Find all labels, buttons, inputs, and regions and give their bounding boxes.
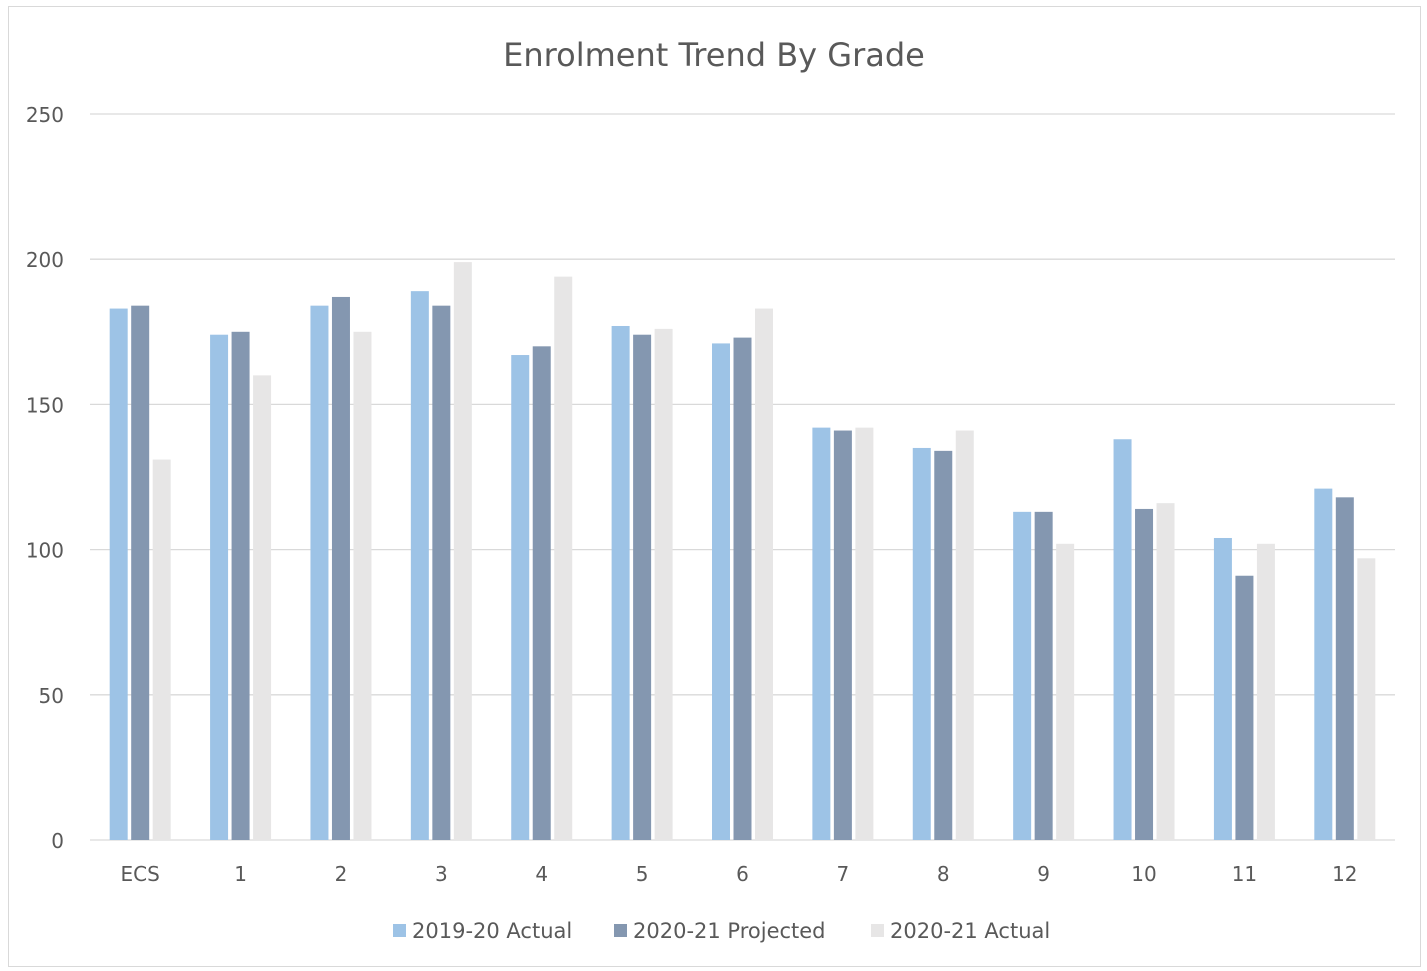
x-tick-label: 12 <box>1332 862 1357 886</box>
legend: 2019-20 Actual 2020-21 Projected 2020-21 A… <box>393 919 1050 943</box>
bar <box>410 291 429 840</box>
bar <box>712 343 730 840</box>
x-tick-label: 8 <box>937 862 950 886</box>
bar <box>1156 503 1175 840</box>
bar <box>633 334 652 840</box>
legend-label: 2020-21 Projected <box>633 919 826 943</box>
bar <box>310 305 329 840</box>
x-tick-label: 6 <box>736 862 749 886</box>
bar <box>152 459 171 840</box>
bar <box>231 331 250 840</box>
bar <box>611 325 630 840</box>
bar <box>554 276 573 840</box>
bar <box>1335 497 1354 840</box>
bar <box>331 296 350 840</box>
x-axis-ticks: ECS 1 2 3 4 5 6 7 8 9 10 11 12 <box>121 862 1358 886</box>
bar <box>812 427 831 840</box>
y-tick-label: 0 <box>51 829 64 853</box>
y-tick-label: 50 <box>39 684 64 708</box>
bar <box>1113 439 1132 840</box>
y-tick-label: 200 <box>26 248 64 272</box>
bars <box>109 262 1376 840</box>
y-tick-label: 100 <box>26 539 64 563</box>
x-tick-label: ECS <box>121 862 160 886</box>
x-tick-label: 5 <box>636 862 649 886</box>
x-tick-label: 4 <box>535 862 548 886</box>
bar <box>109 308 128 840</box>
bar <box>253 375 272 840</box>
bar <box>1013 511 1032 840</box>
bar <box>1314 488 1333 840</box>
x-tick-label: 3 <box>435 862 448 886</box>
bar <box>210 334 229 840</box>
bar <box>755 308 773 840</box>
bar <box>1135 508 1154 840</box>
x-tick-label: 9 <box>1037 862 1050 886</box>
bar <box>532 346 551 840</box>
bar <box>511 355 530 840</box>
bar <box>1034 511 1053 840</box>
bar <box>432 305 451 840</box>
bar <box>453 262 472 840</box>
x-tick-label: 2 <box>335 862 348 886</box>
bar <box>934 450 953 840</box>
legend-swatch <box>614 924 627 937</box>
y-axis-ticks: 0 50 100 150 200 250 <box>26 103 64 853</box>
legend-swatch <box>871 924 884 937</box>
bar <box>833 430 852 840</box>
bar <box>1213 537 1232 840</box>
chart-title: Enrolment Trend By Grade <box>503 36 925 74</box>
bar <box>955 430 974 840</box>
y-tick-label: 150 <box>26 393 64 417</box>
bar <box>855 427 874 840</box>
y-tick-label: 250 <box>26 103 64 127</box>
legend-swatch <box>393 924 406 937</box>
bar <box>131 305 150 840</box>
gridlines <box>90 113 1395 841</box>
bar <box>654 328 673 840</box>
x-tick-label: 7 <box>837 862 850 886</box>
x-tick-label: 1 <box>234 862 247 886</box>
x-tick-label: 10 <box>1131 862 1156 886</box>
bar <box>353 331 372 840</box>
bar <box>1056 543 1075 840</box>
legend-label: 2019-20 Actual <box>412 919 572 943</box>
bar <box>1256 543 1275 840</box>
x-tick-label: 11 <box>1232 862 1257 886</box>
legend-label: 2020-21 Actual <box>890 919 1050 943</box>
bar <box>1235 575 1254 840</box>
bar <box>1357 558 1376 840</box>
bar <box>912 447 931 840</box>
bar <box>733 337 752 840</box>
